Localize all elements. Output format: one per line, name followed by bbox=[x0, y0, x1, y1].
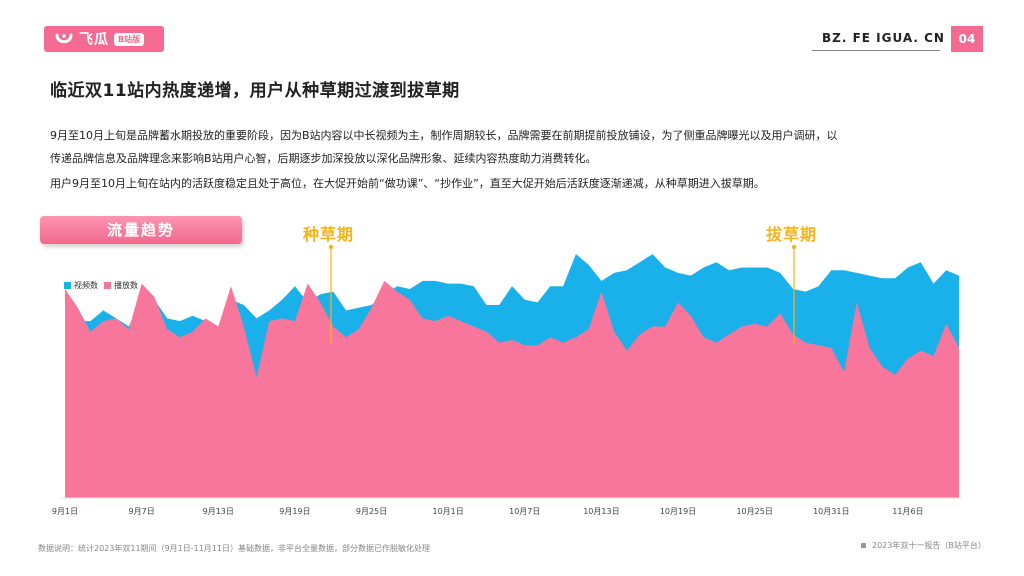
seeding-marker-dot bbox=[328, 244, 334, 250]
x-tick-label: 9月1日 bbox=[52, 507, 78, 516]
page-number: 04 bbox=[951, 26, 983, 52]
section-label-traffic-trend: 流量趋势 bbox=[40, 216, 242, 244]
harvest-marker-dot bbox=[791, 244, 797, 250]
annotation-seeding-period: 种草期 bbox=[303, 225, 355, 244]
footer-square-icon bbox=[861, 543, 866, 548]
logo-mark-icon bbox=[54, 31, 74, 47]
data-footnote: 数据说明：统计2023年双11期间（9月1日-11月11日）基础数据，非平台全量… bbox=[38, 544, 430, 553]
site-underline bbox=[812, 50, 940, 51]
x-tick-label: 10月19日 bbox=[660, 507, 696, 516]
legend-swatch-plays bbox=[104, 282, 111, 289]
logo-text: 飞瓜 bbox=[79, 32, 109, 48]
report-footer: 2023年双十一报告（B站平台） bbox=[861, 540, 986, 551]
annotation-harvest-period: 拔草期 bbox=[766, 225, 818, 244]
x-tick-label: 10月31日 bbox=[813, 507, 849, 516]
body-paragraph-2: 传递品牌信息及品牌理念来影响B站用户心智，后期逐步加深投放以深化品牌形象、延续内… bbox=[50, 152, 597, 165]
area-series-plays bbox=[65, 280, 959, 498]
body-paragraph-3: 用户9月至10月上旬在站内的活跃度稳定且处于高位，在大促开始前“做功课”、“抄作… bbox=[50, 177, 765, 190]
x-tick-label: 10月25日 bbox=[736, 507, 772, 516]
x-tick-label: 9月19日 bbox=[279, 507, 310, 516]
feigua-logo[interactable]: 飞瓜 B站版 bbox=[44, 26, 164, 52]
legend-item-plays: 播放数 bbox=[104, 280, 138, 291]
chart-legend: 视频数 播放数 bbox=[64, 280, 144, 291]
body-paragraph-1: 9月至10月上旬是品牌蓄水期投放的重要阶段，因为B站内容以中长视频为主，制作周期… bbox=[50, 129, 838, 142]
page-title: 临近双11站内热度递增，用户从种草期过渡到拔草期 bbox=[50, 81, 460, 101]
legend-label-videos: 视频数 bbox=[74, 281, 98, 290]
x-tick-label: 9月13日 bbox=[203, 507, 234, 516]
x-tick-label: 10月7日 bbox=[509, 507, 540, 516]
x-tick-label: 9月7日 bbox=[129, 507, 155, 516]
legend-swatch-videos bbox=[64, 282, 71, 289]
x-tick-label: 10月13日 bbox=[583, 507, 619, 516]
site-url: BZ. FE IGUA. CN bbox=[822, 31, 945, 45]
x-tick-label: 10月1日 bbox=[433, 507, 464, 516]
footer-report-title: 2023年双十一报告（B站平台） bbox=[872, 541, 986, 550]
logo-badge: B站版 bbox=[114, 32, 145, 46]
legend-item-videos: 视频数 bbox=[64, 280, 98, 291]
x-tick-label: 9月25日 bbox=[356, 507, 387, 516]
legend-label-plays: 播放数 bbox=[114, 281, 138, 290]
x-tick-label: 11月6日 bbox=[892, 507, 923, 516]
